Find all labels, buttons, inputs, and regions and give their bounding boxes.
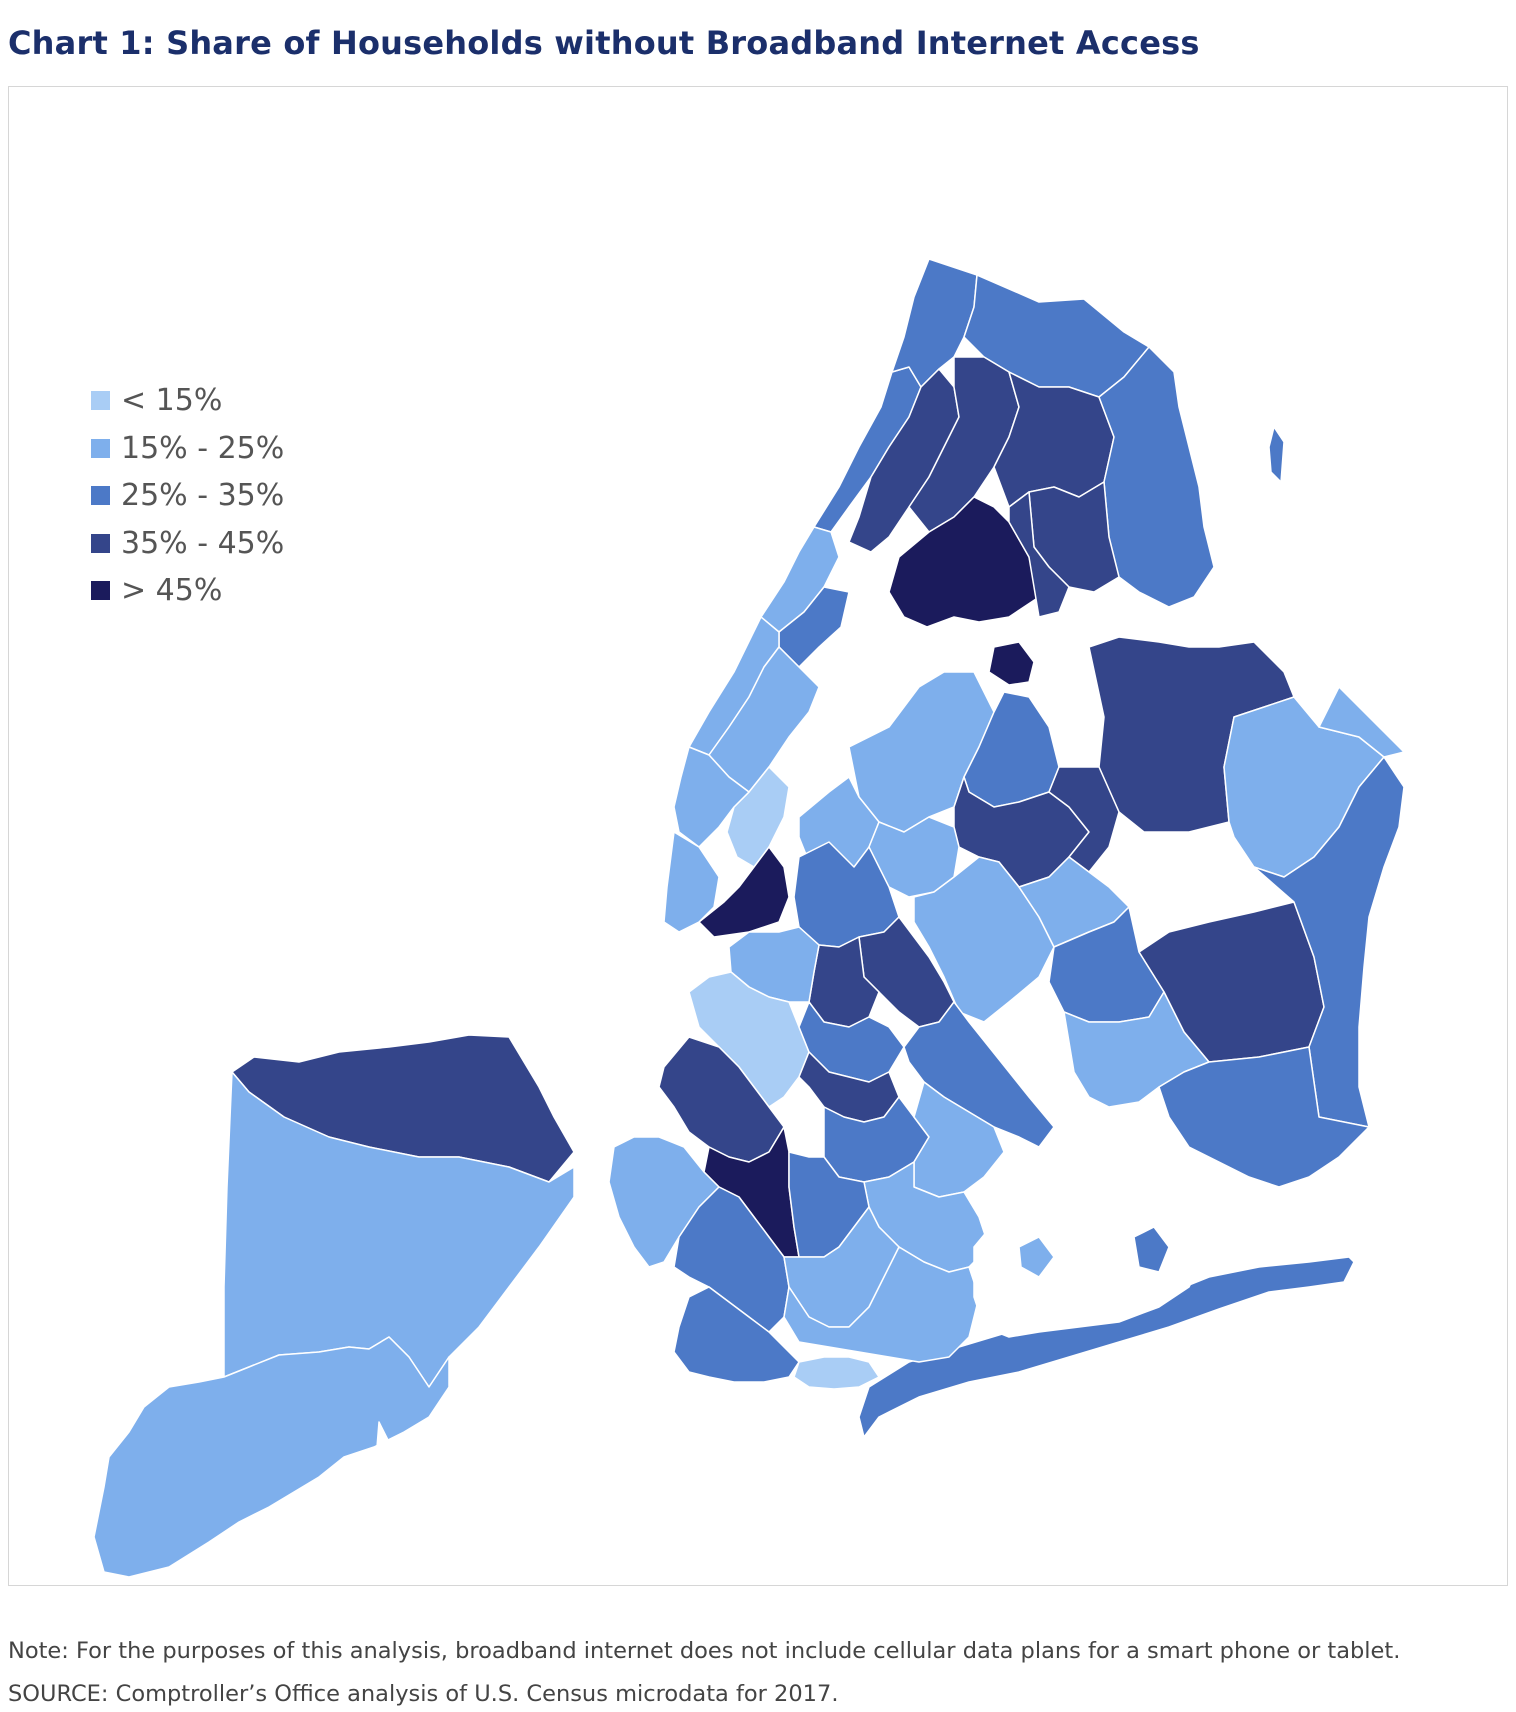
- footnote: Note: For the purposes of this analysis,…: [8, 1638, 1401, 1664]
- legend-swatch: [91, 581, 110, 601]
- bronx-rikers-island: [988, 641, 1035, 686]
- jamaica-bay-marsh-island: [1018, 1236, 1055, 1278]
- legend-label: > 45%: [121, 573, 223, 609]
- staten-island-pond: [373, 1421, 395, 1503]
- legend-swatch: [91, 391, 110, 411]
- legend-label: < 15%: [121, 383, 223, 419]
- queens-howard-beach: [1158, 1046, 1370, 1188]
- legend-item-under-15: < 15%: [91, 377, 284, 425]
- legend-label: 25% - 35%: [121, 478, 285, 514]
- brooklyn-coney-island: [673, 1286, 800, 1383]
- jamaica-bay-marsh-island: [1133, 1226, 1170, 1273]
- legend-swatch: [91, 533, 110, 553]
- queens-little-neck: [1318, 686, 1405, 758]
- queens-queens-village: [1253, 756, 1405, 1128]
- bronx-hunts-point: [1008, 491, 1070, 618]
- source-note: SOURCE: Comptroller’s Office analysis of…: [8, 1681, 839, 1707]
- nyc-choropleth-map: [93, 258, 1405, 1578]
- brooklyn-gravesend: [783, 1246, 980, 1363]
- brooklyn-bensonhurst: [673, 1186, 790, 1333]
- legend-label: 35% - 45%: [121, 525, 285, 561]
- chart-title: Chart 1: Share of Households without Bro…: [8, 24, 1200, 62]
- queens-forest-hills: [913, 856, 1055, 1023]
- legend-item-35-45: 35% - 45%: [91, 520, 284, 568]
- legend-item-25-35: 25% - 35%: [91, 472, 284, 520]
- legend-swatch: [91, 438, 110, 458]
- legend-swatch: [91, 486, 110, 506]
- queens-the-rockaways: [858, 1256, 1355, 1438]
- queens-elmhurst: [1048, 766, 1120, 873]
- legend-item-15-25: 15% - 25%: [91, 425, 284, 473]
- legend: < 15% 15% - 25% 25% - 35% 35% - 45% > 45…: [91, 377, 284, 615]
- manhattan-chelsea: [673, 746, 750, 848]
- legend-label: 15% - 25%: [121, 430, 285, 466]
- manhattan-financial-district: [663, 831, 720, 933]
- jamaica-bay: [973, 1181, 1205, 1338]
- bronx-city-island: [1268, 426, 1285, 483]
- staten-island-south-shore: [93, 1336, 450, 1578]
- brooklyn-east-new-york: [903, 1001, 1055, 1148]
- brooklyn-brighton-beach: [793, 1356, 880, 1390]
- bronx-south-bronx: [888, 496, 1040, 628]
- map-frame: < 15% 15% - 25% 25% - 35% 35% - 45% > 45…: [8, 86, 1508, 1586]
- legend-item-over-45: > 45%: [91, 567, 284, 615]
